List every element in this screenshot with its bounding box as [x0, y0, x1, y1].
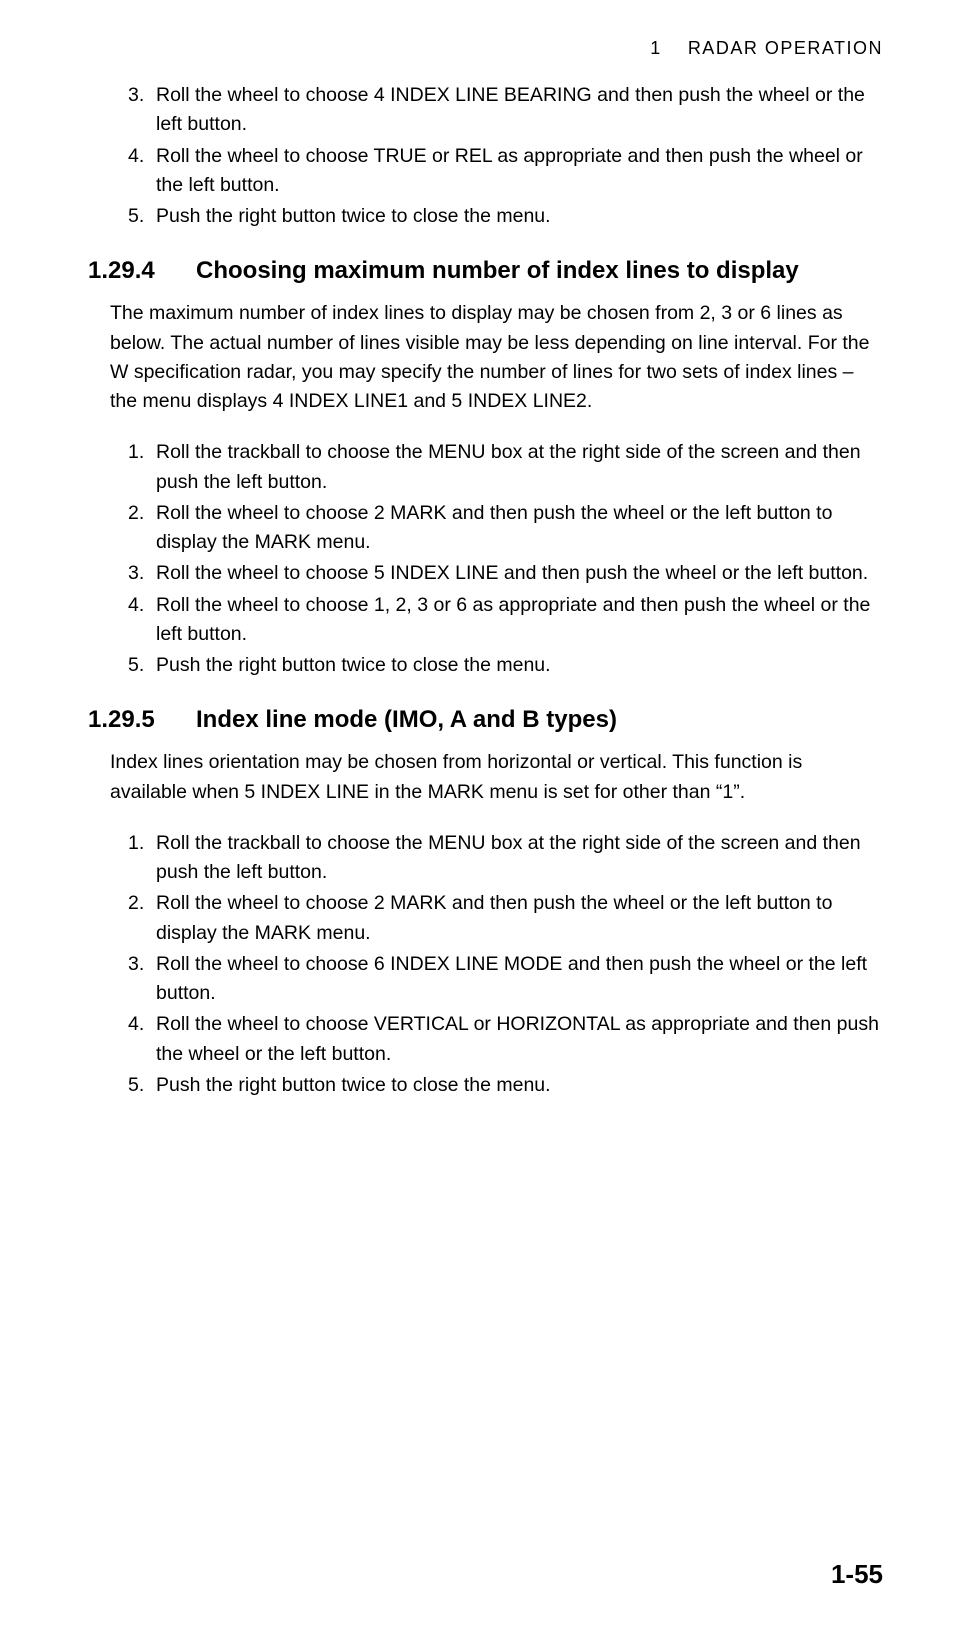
- page-header: 1 RADAR OPERATION: [88, 38, 883, 59]
- list-text: Roll the wheel to choose VERTICAL or HOR…: [156, 1010, 883, 1069]
- list-text: Roll the wheel to choose 2 MARK and then…: [156, 889, 883, 948]
- list-item: 5. Push the right button twice to close …: [128, 651, 883, 680]
- list-number: 5.: [128, 651, 156, 680]
- section-1294: 1.29.4 Choosing maximum number of index …: [88, 257, 883, 680]
- list-number: 5.: [128, 1071, 156, 1100]
- list-text: Push the right button twice to close the…: [156, 1071, 883, 1100]
- list-number: 4.: [128, 142, 156, 201]
- list-item: 1. Roll the trackball to choose the MENU…: [128, 438, 883, 497]
- list-text: Roll the trackball to choose the MENU bo…: [156, 829, 883, 888]
- list-text: Push the right button twice to close the…: [156, 651, 883, 680]
- section-body: The maximum number of index lines to dis…: [88, 299, 883, 416]
- list-number: 2.: [128, 889, 156, 948]
- section-heading: 1.29.4 Choosing maximum number of index …: [88, 257, 883, 285]
- list-item: 5. Push the right button twice to close …: [128, 202, 883, 231]
- list-text: Roll the wheel to choose 6 INDEX LINE MO…: [156, 950, 883, 1009]
- section-list: 1. Roll the trackball to choose the MENU…: [88, 438, 883, 680]
- list-number: 4.: [128, 1010, 156, 1069]
- list-number: 3.: [128, 950, 156, 1009]
- list-number: 1.: [128, 438, 156, 497]
- section-1295: 1.29.5 Index line mode (IMO, A and B typ…: [88, 706, 883, 1100]
- section-number: 1.29.4: [88, 257, 196, 285]
- list-text: Roll the wheel to choose 2 MARK and then…: [156, 499, 883, 558]
- list-item: 3. Roll the wheel to choose 5 INDEX LINE…: [128, 559, 883, 588]
- section-title: Index line mode (IMO, A and B types): [196, 706, 883, 734]
- list-item: 4. Roll the wheel to choose VERTICAL or …: [128, 1010, 883, 1069]
- header-spacer: [668, 38, 681, 58]
- chapter-number: 1: [650, 38, 662, 58]
- list-text: Roll the wheel to choose TRUE or REL as …: [156, 142, 883, 201]
- list-item: 2. Roll the wheel to choose 2 MARK and t…: [128, 499, 883, 558]
- list-text: Roll the wheel to choose 1, 2, 3 or 6 as…: [156, 591, 883, 650]
- list-text: Roll the wheel to choose 5 INDEX LINE an…: [156, 559, 883, 588]
- section-list: 1. Roll the trackball to choose the MENU…: [88, 829, 883, 1100]
- list-number: 3.: [128, 81, 156, 140]
- section-title: Choosing maximum number of index lines t…: [196, 257, 883, 285]
- list-item: 1. Roll the trackball to choose the MENU…: [128, 829, 883, 888]
- section-body: Index lines orientation may be chosen fr…: [88, 748, 883, 807]
- list-number: 5.: [128, 202, 156, 231]
- list-item: 3. Roll the wheel to choose 6 INDEX LINE…: [128, 950, 883, 1009]
- list-number: 1.: [128, 829, 156, 888]
- section-number: 1.29.5: [88, 706, 196, 734]
- page-number: 1-55: [831, 1559, 883, 1590]
- list-item: 4. Roll the wheel to choose TRUE or REL …: [128, 142, 883, 201]
- list-item: 4. Roll the wheel to choose 1, 2, 3 or 6…: [128, 591, 883, 650]
- list-number: 2.: [128, 499, 156, 558]
- list-number: 3.: [128, 559, 156, 588]
- list-number: 4.: [128, 591, 156, 650]
- chapter-title: RADAR OPERATION: [688, 38, 883, 58]
- list-item: 5. Push the right button twice to close …: [128, 1071, 883, 1100]
- section-heading: 1.29.5 Index line mode (IMO, A and B typ…: [88, 706, 883, 734]
- list-text: Roll the trackball to choose the MENU bo…: [156, 438, 883, 497]
- list-text: Push the right button twice to close the…: [156, 202, 883, 231]
- list-item: 3. Roll the wheel to choose 4 INDEX LINE…: [128, 81, 883, 140]
- list-item: 2. Roll the wheel to choose 2 MARK and t…: [128, 889, 883, 948]
- list-text: Roll the wheel to choose 4 INDEX LINE BE…: [156, 81, 883, 140]
- continuation-list: 3. Roll the wheel to choose 4 INDEX LINE…: [88, 81, 883, 231]
